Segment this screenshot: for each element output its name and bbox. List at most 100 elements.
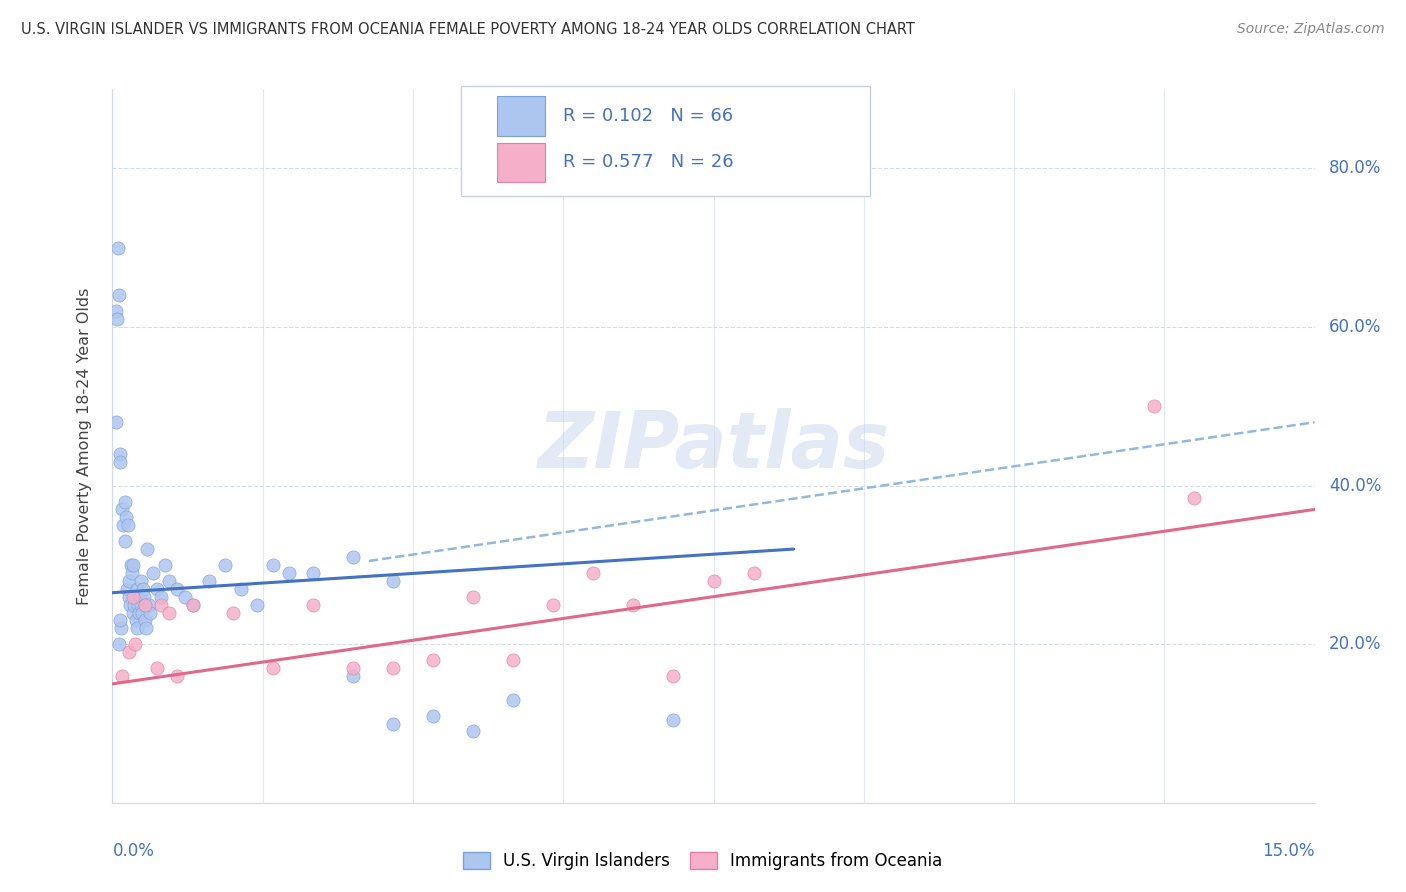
Point (138, 598, 160, 612)
Point (229, 582, 252, 596)
Point (122, 598, 145, 612)
Legend: U.S. Virgin Islanders, Immigrants from Oceania: U.S. Virgin Islanders, Immigrants from O… (457, 845, 949, 877)
Point (246, 598, 269, 612)
Point (134, 614, 156, 628)
Point (166, 669, 188, 683)
Point (124, 590, 146, 604)
Point (117, 645, 139, 659)
Point (111, 518, 134, 533)
Y-axis label: Female Poverty Among 18-24 Year Olds: Female Poverty Among 18-24 Year Olds (77, 287, 91, 605)
FancyBboxPatch shape (498, 96, 546, 136)
FancyBboxPatch shape (498, 143, 546, 182)
Point (121, 558, 143, 572)
Point (115, 510, 138, 524)
Point (1143, 400, 1166, 414)
Text: R = 0.102   N = 66: R = 0.102 N = 66 (564, 107, 734, 125)
Point (108, 447, 131, 461)
Point (342, 669, 364, 683)
Point (132, 582, 155, 596)
Point (110, 614, 132, 628)
Point (342, 549, 364, 564)
Text: 60.0%: 60.0% (1329, 318, 1382, 336)
Point (149, 598, 172, 612)
Point (222, 606, 245, 620)
Point (301, 566, 323, 580)
Point (131, 606, 153, 620)
Point (422, 708, 444, 723)
Text: Source: ZipAtlas.com: Source: ZipAtlas.com (1237, 22, 1385, 37)
Point (139, 606, 162, 620)
Point (145, 582, 167, 596)
Point (181, 598, 204, 612)
Point (214, 558, 236, 572)
Point (125, 621, 148, 635)
Point (662, 713, 685, 727)
Point (662, 669, 685, 683)
Text: R = 0.577   N = 26: R = 0.577 N = 26 (564, 153, 734, 171)
Point (149, 590, 172, 604)
Point (1184, 491, 1206, 505)
Point (105, 415, 128, 429)
Point (107, 241, 129, 255)
Point (117, 574, 139, 588)
Point (108, 637, 131, 651)
Point (742, 566, 765, 580)
Point (114, 534, 136, 549)
Point (110, 455, 132, 469)
Point (127, 598, 149, 612)
Point (381, 574, 405, 588)
Text: 20.0%: 20.0% (1329, 635, 1382, 653)
Point (381, 661, 405, 675)
Point (134, 598, 156, 612)
Point (128, 606, 150, 620)
Point (111, 669, 134, 683)
Point (197, 574, 219, 588)
Point (124, 637, 146, 651)
Point (166, 582, 188, 596)
Text: 80.0%: 80.0% (1329, 160, 1382, 178)
Point (157, 606, 180, 620)
Point (173, 590, 195, 604)
Point (135, 621, 157, 635)
Point (105, 304, 128, 318)
Text: ZIPatlas: ZIPatlas (537, 408, 890, 484)
Point (129, 598, 152, 612)
Point (582, 566, 605, 580)
Text: 40.0%: 40.0% (1329, 476, 1382, 495)
Point (127, 582, 149, 596)
Point (141, 566, 163, 580)
Point (132, 590, 155, 604)
Point (461, 724, 484, 739)
Point (110, 621, 132, 635)
Text: 0.0%: 0.0% (112, 842, 155, 860)
Point (111, 502, 134, 516)
Point (461, 590, 484, 604)
Point (262, 661, 284, 675)
Point (128, 590, 150, 604)
Point (136, 542, 159, 557)
Point (118, 590, 141, 604)
Point (114, 494, 136, 508)
Point (702, 574, 725, 588)
Point (621, 598, 644, 612)
Point (277, 566, 299, 580)
Text: U.S. VIRGIN ISLANDER VS IMMIGRANTS FROM OCEANIA FEMALE POVERTY AMONG 18-24 YEAR : U.S. VIRGIN ISLANDER VS IMMIGRANTS FROM … (21, 22, 915, 37)
Point (381, 716, 405, 731)
Point (422, 653, 444, 667)
Point (131, 574, 153, 588)
Point (502, 692, 524, 706)
Point (125, 614, 148, 628)
Point (157, 574, 180, 588)
Point (120, 598, 142, 612)
Point (181, 598, 204, 612)
Point (262, 558, 284, 572)
Point (502, 653, 524, 667)
Point (301, 598, 323, 612)
Point (108, 288, 131, 302)
Point (117, 518, 139, 533)
Point (121, 566, 143, 580)
Point (115, 582, 138, 596)
Point (543, 598, 565, 612)
Point (105, 312, 128, 326)
Point (342, 661, 364, 675)
